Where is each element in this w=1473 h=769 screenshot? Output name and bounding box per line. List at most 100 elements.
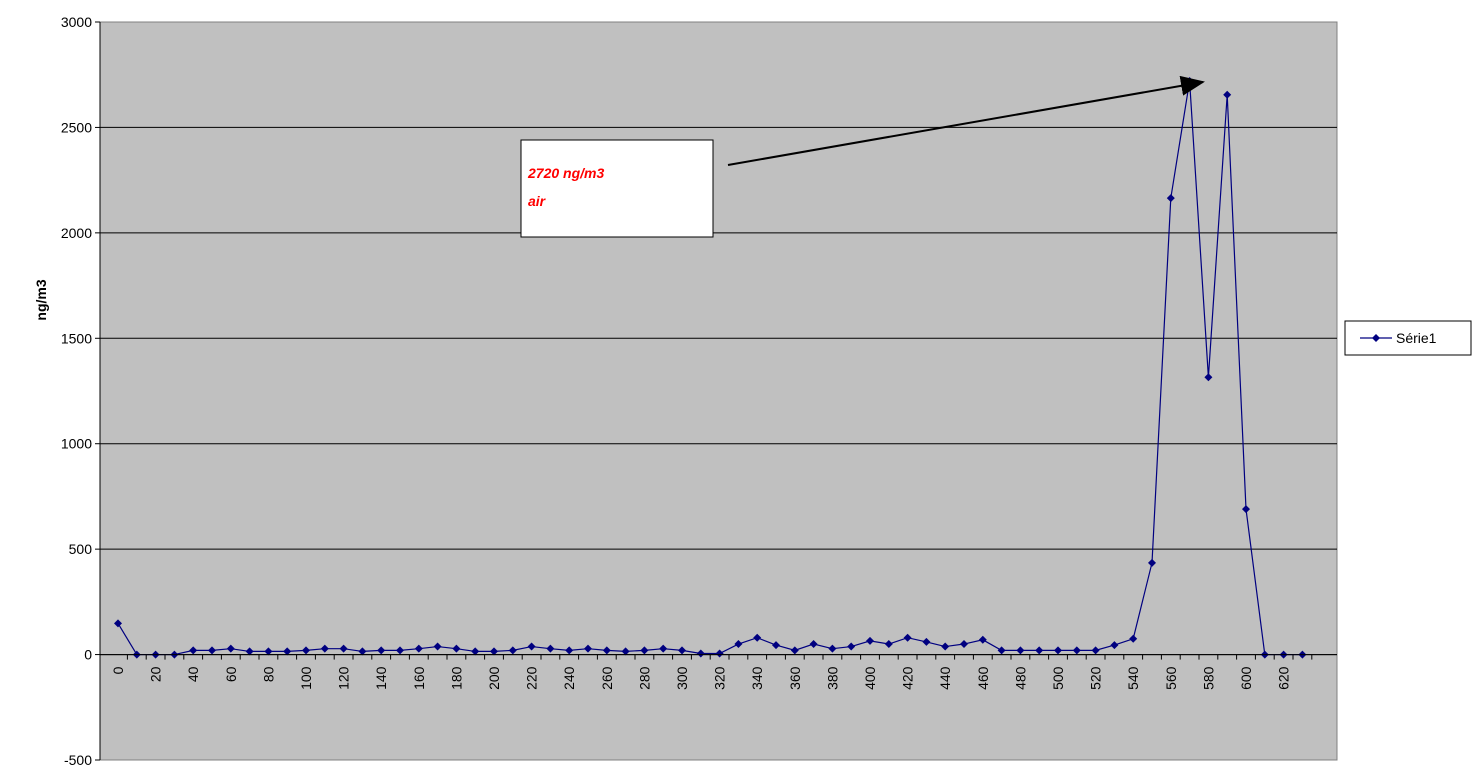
point-marker xyxy=(884,640,893,649)
point-marker xyxy=(396,646,404,655)
point-marker xyxy=(847,642,856,651)
point-marker xyxy=(283,647,292,656)
x-tick-label: 40 xyxy=(185,666,201,682)
point-marker xyxy=(565,646,574,655)
x-tick-label: 100 xyxy=(298,666,314,690)
point-marker xyxy=(809,640,818,649)
legend-marker xyxy=(1372,334,1380,342)
point-marker xyxy=(114,619,122,628)
point-marker xyxy=(584,644,592,653)
annotation-box xyxy=(520,139,714,238)
point-marker xyxy=(997,646,1006,655)
point-marker xyxy=(696,649,705,658)
point-marker xyxy=(527,642,536,651)
point-marker xyxy=(1148,558,1156,567)
point-marker xyxy=(640,646,649,655)
point-marker xyxy=(320,644,329,653)
point-marker xyxy=(208,646,216,655)
x-tick-label: 180 xyxy=(448,666,464,690)
x-tick-label: 0 xyxy=(110,666,126,674)
point-marker xyxy=(960,640,968,649)
point-marker xyxy=(1110,641,1119,650)
point-marker xyxy=(377,646,386,655)
x-tick-label: 360 xyxy=(787,666,803,690)
point-marker xyxy=(922,637,931,646)
point-marker xyxy=(715,649,724,658)
point-marker xyxy=(866,636,874,645)
point-marker xyxy=(734,640,743,649)
x-tick-label: 160 xyxy=(411,666,427,690)
point-marker xyxy=(1223,90,1232,99)
legend-label: Série1 xyxy=(1396,330,1437,346)
y-tick-label: 1000 xyxy=(61,436,92,452)
x-tick-label: 560 xyxy=(1163,666,1179,690)
y-tick-label: 1500 xyxy=(61,330,92,346)
x-tick-label: 420 xyxy=(900,666,916,690)
y-tick-label: -500 xyxy=(64,752,92,768)
point-marker xyxy=(339,644,348,653)
point-marker xyxy=(790,646,799,655)
point-marker xyxy=(1129,634,1138,643)
x-tick-label: 300 xyxy=(674,666,690,690)
point-marker xyxy=(828,644,837,653)
x-tick-label: 200 xyxy=(486,666,502,690)
point-marker xyxy=(678,646,686,655)
point-marker xyxy=(1072,646,1081,655)
point-marker xyxy=(1242,505,1250,514)
y-tick-label: 3000 xyxy=(61,14,92,30)
point-marker xyxy=(358,647,367,656)
point-marker xyxy=(978,635,987,644)
point-marker xyxy=(659,644,668,653)
point-marker xyxy=(1204,373,1213,382)
point-marker xyxy=(753,633,762,642)
point-marker xyxy=(189,646,198,655)
point-marker xyxy=(245,647,254,656)
annotation-arrow xyxy=(727,75,1205,166)
point-marker xyxy=(1016,646,1025,655)
point-marker xyxy=(471,647,480,656)
x-tick-label: 500 xyxy=(1050,666,1066,690)
x-tick-label: 140 xyxy=(373,666,389,690)
point-marker xyxy=(903,633,912,642)
x-tick-label: 120 xyxy=(336,666,352,690)
point-marker xyxy=(602,646,611,655)
x-tick-label: 580 xyxy=(1200,666,1216,690)
y-tick-label: 500 xyxy=(69,541,93,557)
y-tick-label: 2000 xyxy=(61,225,92,241)
x-tick-label: 20 xyxy=(148,666,164,682)
x-tick-label: 620 xyxy=(1276,666,1292,690)
plot-area xyxy=(99,21,1338,761)
x-tick-label: 600 xyxy=(1238,666,1254,690)
annotation-text: air xyxy=(528,193,547,209)
point-marker xyxy=(1054,646,1062,655)
point-marker xyxy=(1035,646,1044,655)
point-marker xyxy=(621,647,630,656)
x-tick-label: 220 xyxy=(524,666,540,690)
point-marker xyxy=(546,644,555,653)
point-marker xyxy=(490,647,498,656)
x-tick-label: 240 xyxy=(561,666,577,690)
point-marker xyxy=(1091,646,1100,655)
point-marker xyxy=(508,646,517,655)
x-tick-label: 540 xyxy=(1125,666,1141,690)
x-tick-label: 80 xyxy=(260,666,276,682)
point-marker xyxy=(302,646,310,655)
x-tick-label: 400 xyxy=(862,666,878,690)
x-tick-label: 440 xyxy=(937,666,953,690)
x-tick-label: 520 xyxy=(1088,666,1104,690)
series-line xyxy=(117,80,1303,656)
x-tick-label: 320 xyxy=(712,666,728,690)
x-tick-label: 60 xyxy=(223,666,239,682)
point-marker xyxy=(414,644,423,653)
point-marker xyxy=(264,647,273,656)
x-tick-label: 280 xyxy=(636,666,652,690)
x-tick-label: 480 xyxy=(1012,666,1028,690)
point-marker xyxy=(1166,194,1175,203)
x-tick-label: 340 xyxy=(749,666,765,690)
x-tick-label: 460 xyxy=(975,666,991,690)
point-marker xyxy=(772,641,780,650)
y-axis-label: ng/m3 xyxy=(33,279,49,320)
x-tick-label: 260 xyxy=(599,666,615,690)
point-marker xyxy=(452,644,461,653)
